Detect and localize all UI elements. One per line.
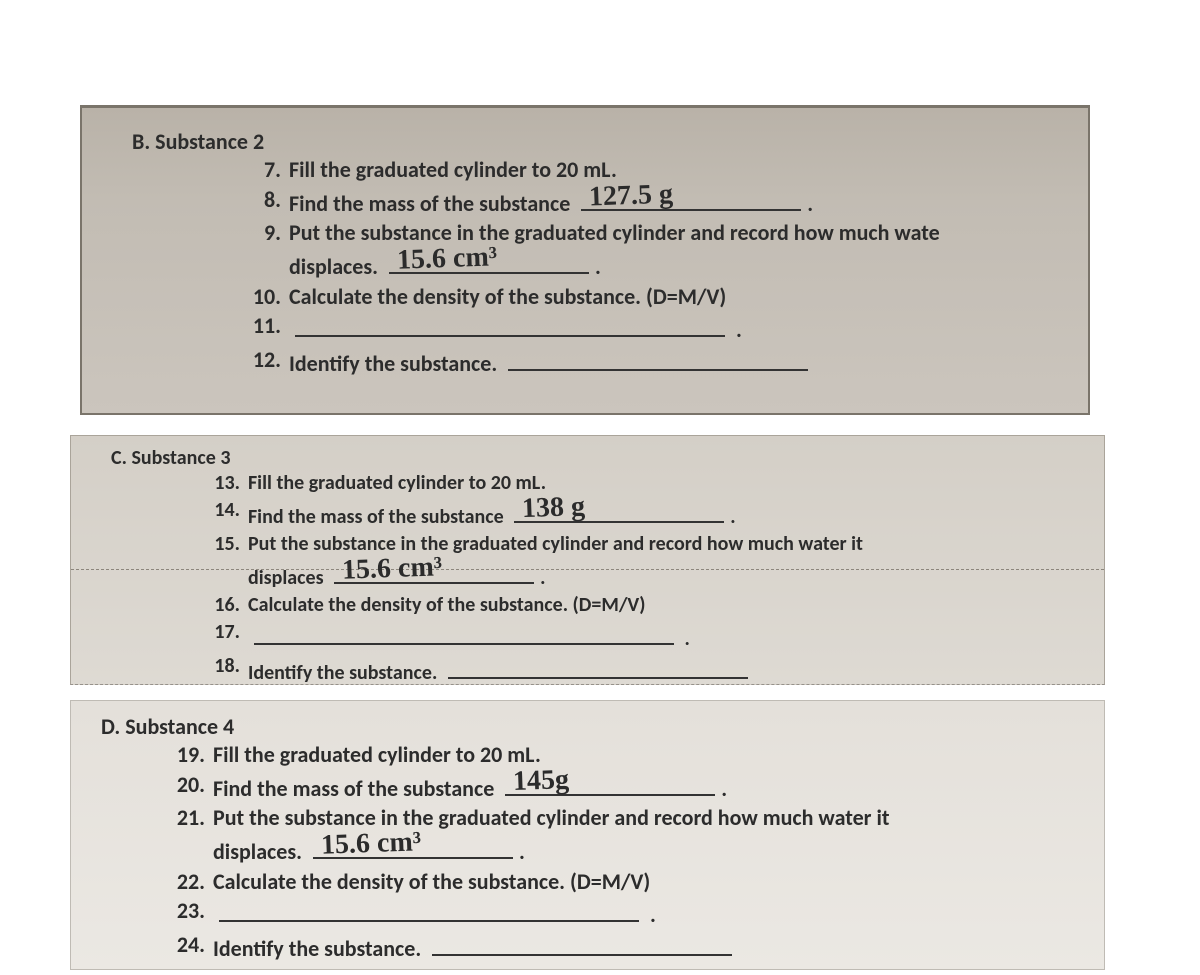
item-11: 11. . bbox=[247, 311, 1088, 345]
item-15-cont: displaces 15.6 cm³ . bbox=[206, 558, 1104, 592]
item-21-cont: displaces. 15.6 cm³ . bbox=[171, 833, 1104, 867]
item-18-num: 18. bbox=[206, 653, 240, 680]
heading-d: D. Substance 4 bbox=[101, 713, 1104, 740]
item-9-text: Put the substance in the graduated cylin… bbox=[289, 219, 940, 246]
item-24-blank bbox=[432, 930, 732, 956]
item-18-blank bbox=[448, 653, 748, 679]
item-9-num: 9. bbox=[247, 218, 281, 248]
item-16: 16. Calculate the density of the substan… bbox=[206, 592, 1104, 619]
item-21-hand: 15.6 cm³ bbox=[320, 824, 421, 865]
item-11-dot: . bbox=[736, 316, 742, 343]
panel-substance-2: B. Substance 2 7. Fill the graduated cyl… bbox=[80, 105, 1090, 415]
item-19-num: 19. bbox=[171, 740, 205, 770]
item-15-cont-label: displaces bbox=[248, 566, 324, 590]
item-23: 23. . bbox=[171, 896, 1104, 930]
item-7-text: Fill the graduated cylinder to 20 mL. bbox=[289, 156, 617, 183]
item-12-text: Identify the substance. bbox=[289, 350, 497, 377]
item-20-dot: . bbox=[721, 775, 727, 802]
item-20: 20. Find the mass of the substance 145g … bbox=[171, 770, 1104, 804]
item-22: 22. Calculate the density of the substan… bbox=[171, 867, 1104, 897]
item-8: 8. Find the mass of the substance 127.5 … bbox=[247, 185, 1088, 219]
item-14-num: 14. bbox=[206, 497, 240, 524]
item-20-blank: 145g bbox=[505, 770, 715, 796]
item-8-num: 8. bbox=[247, 185, 281, 215]
item-17-blank bbox=[254, 619, 674, 645]
item-16-num: 16. bbox=[206, 592, 240, 619]
item-14-blank: 138 g bbox=[514, 497, 724, 523]
item-24-text: Identify the substance. bbox=[213, 935, 421, 962]
item-12: 12. Identify the substance. bbox=[247, 345, 1088, 379]
item-21: 21. Put the substance in the graduated c… bbox=[171, 803, 1104, 833]
item-24-num: 24. bbox=[171, 930, 205, 960]
heading-b: B. Substance 2 bbox=[132, 128, 1088, 155]
item-17-dot: . bbox=[685, 627, 690, 651]
item-12-num: 12. bbox=[247, 345, 281, 375]
item-10: 10. Calculate the density of the substan… bbox=[247, 282, 1088, 312]
panel-substance-3: C. Substance 3 13. Fill the graduated cy… bbox=[70, 435, 1105, 685]
item-22-num: 22. bbox=[171, 867, 205, 897]
item-8-hand: 127.5 g bbox=[589, 175, 674, 216]
item-15-num: 15. bbox=[206, 531, 240, 558]
item-21-num: 21. bbox=[171, 803, 205, 833]
item-9-dot: . bbox=[595, 253, 601, 280]
item-14: 14. Find the mass of the substance 138 g… bbox=[206, 497, 1104, 531]
item-14-text: Find the mass of the substance bbox=[248, 505, 504, 529]
item-17: 17. . bbox=[206, 619, 1104, 653]
item-10-text: Calculate the density of the substance. … bbox=[289, 283, 726, 310]
item-23-blank bbox=[219, 896, 639, 922]
item-18: 18. Identify the substance. bbox=[206, 653, 1104, 687]
item-14-hand: 138 g bbox=[522, 488, 586, 528]
item-17-num: 17. bbox=[206, 619, 240, 646]
item-15-text: Put the substance in the graduated cylin… bbox=[248, 532, 863, 556]
worksheet-page: B. Substance 2 7. Fill the graduated cyl… bbox=[0, 0, 1200, 975]
item-15-blank: 15.6 cm³ bbox=[334, 558, 534, 584]
item-20-num: 20. bbox=[171, 770, 205, 800]
item-21-cont-label: displaces. bbox=[213, 838, 302, 865]
item-24: 24. Identify the substance. bbox=[171, 930, 1104, 964]
item-14-dot: . bbox=[730, 505, 735, 529]
item-13-text: Fill the graduated cylinder to 20 mL. bbox=[248, 471, 546, 495]
item-9-blank: 15.6 cm³ bbox=[389, 248, 589, 274]
item-13: 13. Fill the graduated cylinder to 20 mL… bbox=[206, 470, 1104, 497]
item-16-text: Calculate the density of the substance. … bbox=[248, 593, 646, 617]
item-21-blank: 15.6 cm³ bbox=[313, 833, 513, 859]
item-18-text: Identify the substance. bbox=[248, 661, 437, 685]
item-11-blank bbox=[295, 311, 725, 337]
item-9-hand: 15.6 cm³ bbox=[396, 239, 497, 280]
item-15-dot: . bbox=[540, 566, 545, 590]
item-10-num: 10. bbox=[247, 282, 281, 312]
item-12-blank bbox=[508, 345, 808, 371]
item-8-dot: . bbox=[807, 190, 813, 217]
heading-c: C. Substance 3 bbox=[111, 446, 1104, 470]
item-9-cont: displaces. 15.6 cm³ . bbox=[247, 248, 1088, 282]
item-9-cont-label: displaces. bbox=[289, 253, 378, 280]
item-20-hand: 145g bbox=[513, 761, 570, 801]
panel-substance-4: D. Substance 4 19. Fill the graduated cy… bbox=[70, 700, 1105, 970]
item-21-dot: . bbox=[519, 838, 525, 865]
item-20-text: Find the mass of the substance bbox=[213, 775, 494, 802]
item-13-num: 13. bbox=[206, 470, 240, 497]
item-8-text: Find the mass of the substance bbox=[289, 190, 570, 217]
item-22-text: Calculate the density of the substance. … bbox=[213, 868, 650, 895]
item-7-num: 7. bbox=[247, 155, 281, 185]
item-19-text: Fill the graduated cylinder to 20 mL. bbox=[213, 741, 541, 768]
item-19: 19. Fill the graduated cylinder to 20 mL… bbox=[171, 740, 1104, 770]
item-9: 9. Put the substance in the graduated cy… bbox=[247, 218, 1088, 248]
item-21-text: Put the substance in the graduated cylin… bbox=[213, 804, 890, 831]
item-23-dot: . bbox=[650, 901, 656, 928]
item-15-hand: 15.6 cm³ bbox=[341, 548, 442, 589]
item-23-num: 23. bbox=[171, 896, 205, 926]
item-11-num: 11. bbox=[247, 311, 281, 341]
item-8-blank: 127.5 g bbox=[581, 185, 801, 211]
